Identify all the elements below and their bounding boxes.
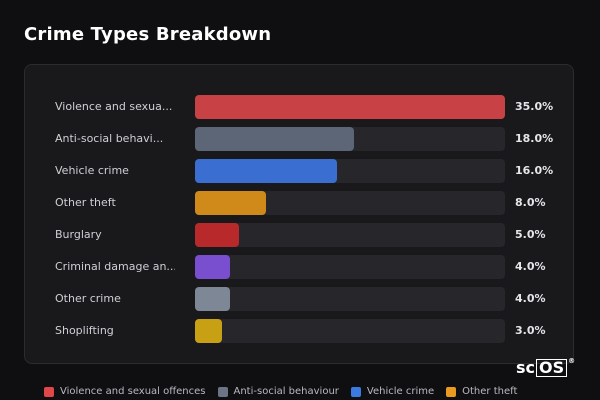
bar-track [195, 127, 505, 151]
bar-track [195, 95, 505, 119]
bar-track [195, 287, 505, 311]
value-label: 18.0% [515, 132, 554, 145]
bar-track [195, 255, 505, 279]
category-label: Other crime [55, 292, 121, 305]
legend-label: Vehicle crime [366, 386, 435, 397]
bar-row: Shoplifting 3.0% [25, 319, 573, 343]
value-label: 3.0% [515, 324, 546, 337]
logo-box-text: OS [536, 358, 568, 377]
category-label: Anti-social behavi... [55, 132, 164, 145]
value-label: 5.0% [515, 228, 546, 241]
chart-panel: Violence and sexua... 35.0% Anti-social be… [24, 64, 574, 364]
bar-row: Criminal damage an... 4.0% [25, 255, 573, 279]
value-label: 16.0% [515, 164, 554, 177]
bar-row: Violence and sexua... 35.0% [25, 95, 573, 119]
bar-row: Anti-social behavi... 18.0% [25, 127, 573, 151]
legend-label: Anti-social behaviour [233, 386, 339, 397]
bar [195, 223, 240, 247]
category-label: Shoplifting [55, 324, 114, 337]
value-label: 4.0% [515, 292, 546, 305]
bar [195, 319, 222, 343]
legend-swatch [44, 386, 54, 397]
logo-registered-mark: ® [568, 356, 576, 365]
bar [195, 95, 505, 119]
legend-item: Vehicle crime [350, 386, 435, 397]
value-label: 4.0% [515, 260, 546, 273]
bar-track [195, 223, 505, 247]
legend-item: Other theft [446, 386, 517, 397]
value-label: 35.0% [515, 100, 554, 113]
bar [195, 287, 231, 311]
legend-label: Violence and sexual offences [60, 386, 206, 397]
chart-title: Crime Types Breakdown [24, 24, 272, 45]
scos-logo: sc OS ® [516, 356, 576, 378]
bar-track [195, 191, 505, 215]
bar-row: Vehicle crime 16.0% [25, 159, 573, 183]
bar-row: Other crime 4.0% [25, 287, 573, 311]
category-label: Criminal damage an... [55, 260, 175, 273]
category-label: Vehicle crime [55, 164, 129, 177]
legend-label: Other theft [462, 386, 518, 397]
logo-text: sc [516, 358, 536, 377]
category-label: Other theft [55, 196, 116, 209]
category-label: Violence and sexua... [55, 100, 173, 113]
value-label: 8.0% [515, 196, 546, 209]
bar-row: Burglary 5.0% [25, 223, 573, 247]
legend-swatch [446, 386, 457, 397]
bar-track [195, 159, 505, 183]
bar-row: Other theft 8.0% [25, 191, 573, 215]
chart-legend: Violence and sexual offences Anti-social … [44, 386, 517, 397]
bar [195, 191, 266, 215]
legend-swatch [217, 386, 228, 397]
category-label: Burglary [55, 228, 102, 241]
bar [195, 127, 355, 151]
bar [195, 255, 231, 279]
legend-item: Violence and sexual offences [44, 386, 206, 397]
legend-item: Anti-social behaviour [217, 386, 339, 397]
bar-track [195, 319, 505, 343]
bar [195, 159, 337, 183]
legend-swatch [350, 386, 361, 397]
